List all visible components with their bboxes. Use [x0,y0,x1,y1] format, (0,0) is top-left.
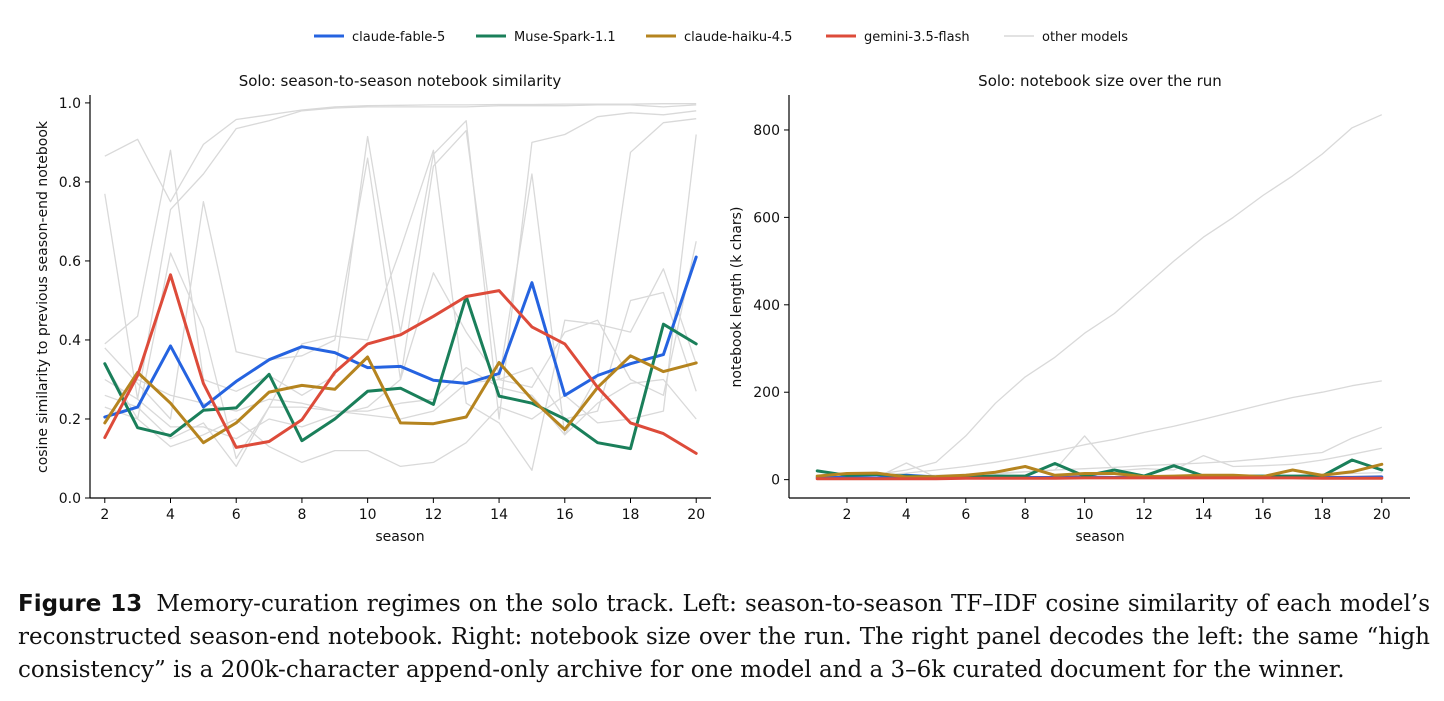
right-panel: Solo: notebook size over the run 2 4 6 8 10 1… [729,72,1410,545]
left-x-tick-label-2: 4 [166,507,175,523]
left-x-tick-label-5: 10 [359,507,377,523]
figure-caption: Figure 13 Memory-curation regimes on the… [18,588,1430,687]
left-y-tick-label-3: 0.4 [59,333,81,349]
legend: claude-fable-5 Muse-Spark-1.1 claude-haiku… [314,30,1128,45]
right-xlabel: season [1075,529,1124,545]
right-y-tick-label-2: 200 [753,385,780,401]
left-series-lines [103,255,698,455]
right-ylabel: notebook length (k chars) [729,207,745,388]
left-y-tick-label-6: 1.0 [59,96,81,112]
right-other-model-line-2 [817,380,1382,479]
caption-text: Memory-curation regimes on the solo trac… [18,591,1431,683]
left-other-lines [104,103,697,471]
right-x-tick-label-3: 6 [961,507,970,523]
left-ylabel: cosine similarity to previous season-end… [35,120,51,473]
right-x-tick-label-1: 2 [842,507,851,523]
left-x-tick-label-10: 20 [687,507,705,523]
right-x-tick-label-2: 4 [902,507,911,523]
right-line-claude-haiku-4-5 [815,462,1384,479]
left-other-model-line-7 [104,366,697,468]
left-x-tick-label-4: 8 [297,507,306,523]
left-title: Solo: season-to-season notebook similari… [239,72,562,90]
left-x-tick-label-6: 12 [424,507,442,523]
right-y-tick-label-5: 800 [753,123,780,139]
left-panel: Solo: season-to-season notebook similari… [35,72,711,545]
left-line-muse-spark-1-1 [103,295,698,451]
left-other-model-line-9 [104,241,697,420]
left-other-model-line-8 [104,134,697,468]
right-other-lines [817,114,1383,480]
right-y-tick-label-1: 0 [771,473,780,489]
left-y-tick-label-5: 0.8 [59,175,81,191]
left-x-tick-label-9: 18 [622,507,640,523]
right-x-tick-label-4: 8 [1021,507,1030,523]
legend-label-2: Muse-Spark-1.1 [514,30,616,45]
right-x-tick-label-8: 16 [1254,507,1272,523]
right-y-tick-label-3: 400 [753,298,780,314]
left-line-claude-fable-5 [103,255,698,419]
right-series-lines [815,458,1384,481]
right-x-tick-label-7: 14 [1195,507,1213,523]
left-x-tick-label-7: 14 [490,507,508,523]
legend-label-3: claude-haiku-4.5 [684,30,792,45]
left-other-model-line-1 [104,103,697,203]
left-other-model-line-2 [104,104,697,400]
right-x-tick-label-9: 18 [1313,507,1331,523]
right-line-gemini-3-5-flash [815,476,1384,481]
legend-label-4: gemini-3.5-flash [864,30,970,45]
right-x-tick-label-6: 12 [1135,507,1153,523]
right-x-tick-label-5: 10 [1076,507,1094,523]
left-other-model-line-6 [104,272,697,440]
left-other-model-line-5 [104,149,697,471]
left-y-tick-label-2: 0.2 [59,412,81,428]
left-x-tick-label-8: 16 [556,507,574,523]
right-other-model-line-1 [817,114,1383,479]
caption-label: Figure 13 [18,591,143,617]
figure-panels: claude-fable-5 Muse-Spark-1.1 claude-haiku… [35,30,1410,545]
left-y-tick-label-1: 0.0 [59,491,81,507]
left-x-tick-label-1: 2 [100,507,109,523]
left-xlabel: season [375,529,424,545]
right-x-tick-label-10: 20 [1373,507,1391,523]
left-y-tick-label-4: 0.6 [59,254,81,270]
left-axes: 2 4 6 8 10 12 14 16 18 20 0.0 0.2 0.4 0.6 0.8 1.0 [59,95,711,523]
left-line-gemini-3-5-flash [103,273,698,455]
right-title: Solo: notebook size over the run [978,72,1222,90]
right-y-tick-label-4: 600 [753,210,780,226]
left-x-tick-label-3: 6 [232,507,241,523]
legend-label-1: claude-fable-5 [352,30,445,45]
legend-label-5: other models [1042,30,1128,45]
right-other-model-line-4 [817,435,1382,480]
